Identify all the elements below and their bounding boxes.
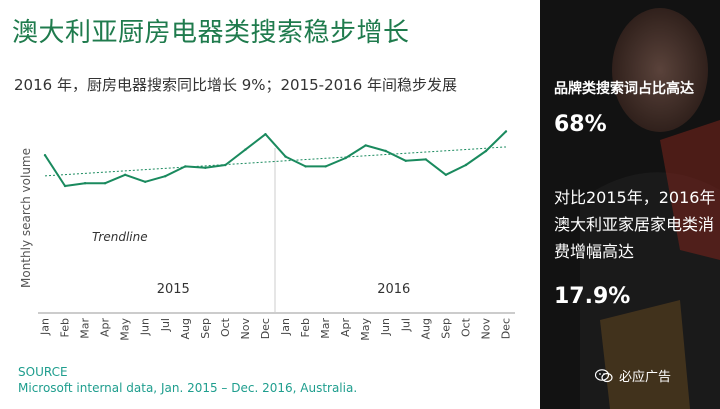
data-point (123, 173, 127, 176)
x-tick-label: May (119, 318, 132, 341)
wechat-icon (595, 369, 613, 383)
x-tick-label: Mar (319, 318, 332, 339)
data-point (184, 165, 187, 168)
x-tick-label: Jul (159, 318, 172, 332)
data-point (43, 154, 47, 157)
background-photo (540, 0, 720, 409)
x-tick-label: Nov (479, 318, 492, 340)
page-subtitle: 2016 年，厨房电器搜索同比增长 9%；2015-2016 年间稳步发展 (14, 76, 458, 94)
brand-name: 必应广告 (619, 370, 672, 385)
trendline (44, 146, 507, 177)
x-tick-label: Jul (399, 318, 412, 332)
data-point (364, 144, 367, 147)
data-point (264, 133, 267, 136)
x-tick-label: Aug (179, 318, 192, 339)
source-text: Microsoft internal data, Jan. 2015 – Dec… (18, 381, 358, 395)
data-point (103, 182, 107, 185)
x-tick-label: Aug (419, 318, 432, 339)
x-tick-label: Jun (379, 318, 392, 336)
data-point (304, 165, 307, 168)
x-tick-label: Feb (59, 318, 72, 337)
x-tick-label: Dec (259, 318, 272, 339)
year-label: 2016 (377, 282, 410, 297)
page-title: 澳大利亚厨房电器类搜索稳步增长 (12, 18, 410, 48)
x-tick-label: Mar (79, 318, 92, 339)
x-tick-label: May (359, 318, 372, 341)
x-tick-label: Feb (299, 318, 312, 337)
x-tick-label: Nov (239, 318, 252, 340)
x-tick-label: Oct (459, 317, 472, 337)
source-label: SOURCE (18, 365, 68, 379)
side-panel: 品牌类搜索词占比高达 68% 对比2015年，2016年澳大利亚家居家电类消费增… (540, 0, 720, 409)
y-axis-label: Monthly search volume (19, 148, 33, 288)
x-tick-label: Sep (199, 318, 212, 339)
content-area: 澳大利亚厨房电器类搜索稳步增长 2016 年，厨房电器搜索同比增长 9%；201… (12, 18, 515, 395)
brand-share-heading: 品牌类搜索词占比高达 (554, 81, 694, 97)
data-point (164, 175, 167, 178)
x-tick-label: Apr (99, 318, 112, 338)
x-tick-label: Jun (139, 318, 152, 336)
x-tick-label: Apr (339, 318, 352, 338)
data-point (144, 180, 147, 183)
side-text: 品牌类搜索词占比高达 68% 对比2015年，2016年澳大利亚家居家电类消费增… (540, 0, 720, 409)
data-point (284, 155, 287, 158)
data-point (324, 165, 327, 168)
data-point (484, 149, 488, 153)
search-volume-line (44, 130, 507, 187)
x-tick-label: Jan (39, 318, 52, 336)
data-point (504, 130, 508, 133)
brand-share-stat: 68% (554, 112, 607, 137)
data-point (204, 166, 207, 169)
data-point (424, 158, 428, 161)
data-point (244, 148, 247, 151)
data-point (444, 173, 448, 176)
search-volume-chart: Monthly search volume Trendline Jan Feb Ma… (19, 130, 515, 341)
x-tick-label: Dec (500, 318, 513, 339)
brand-watermark: 必应广告 (595, 366, 671, 385)
data-point (384, 149, 387, 153)
trendline-annotation: Trendline (92, 230, 148, 244)
growth-stat: 17.9% (554, 284, 631, 309)
x-tick-label: Oct (219, 317, 232, 337)
growth-text: 对比2015年，2016年澳大利亚家居家电类消费增幅高达 (554, 188, 716, 261)
x-tick-label: Sep (439, 318, 452, 339)
data-point (404, 159, 407, 162)
data-point (63, 184, 67, 188)
data-point (344, 156, 347, 160)
x-tick-label: Jan (279, 318, 292, 336)
data-point (464, 163, 468, 167)
year-label: 2015 (157, 282, 190, 297)
data-point (224, 163, 227, 167)
data-point (83, 182, 87, 185)
